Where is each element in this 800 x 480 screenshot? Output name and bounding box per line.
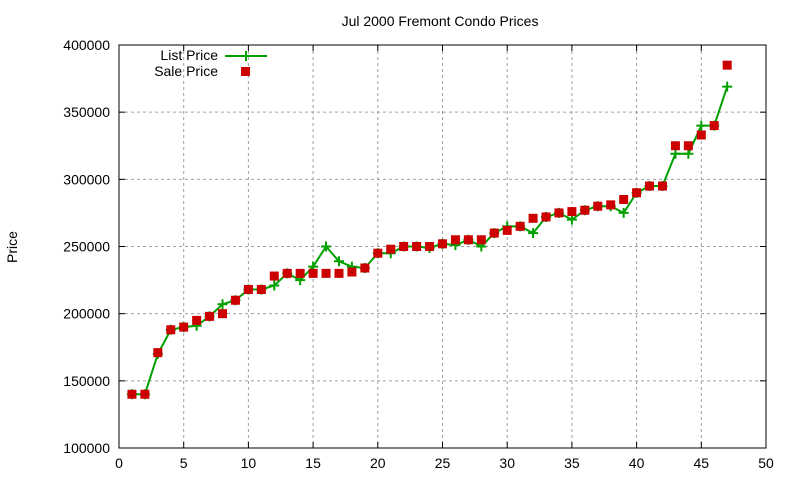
- y-tick-label: 300000: [63, 171, 110, 187]
- x-tick-label: 35: [564, 455, 580, 471]
- legend-label-list-price: List Price: [160, 47, 218, 63]
- x-tick-label: 45: [694, 455, 710, 471]
- plot-series: [126, 60, 733, 400]
- axes: 0 5 10 15 20 25 30 35 40 45 50 100000 150000 200000 25…: [63, 37, 774, 471]
- legend-square-marker-icon: [241, 67, 250, 76]
- x-tick-label: 0: [115, 455, 123, 471]
- series-list-price: [126, 81, 733, 400]
- y-tick-label: 400000: [63, 37, 110, 53]
- x-tick-label: 10: [241, 455, 257, 471]
- x-tick-label: 20: [370, 455, 386, 471]
- y-tick-label: 100000: [63, 440, 110, 456]
- chart-title: Jul 2000 Fremont Condo Prices: [342, 13, 539, 29]
- x-tick-label: 40: [629, 455, 645, 471]
- legend: List Price Sale Price: [154, 47, 267, 79]
- series-sale-price: [127, 60, 732, 399]
- grid-lines: [119, 45, 766, 448]
- y-tick-label: 250000: [63, 239, 110, 255]
- y-axis-label: Price: [4, 231, 20, 263]
- x-tick-label: 5: [180, 455, 188, 471]
- y-tick-label: 200000: [63, 306, 110, 322]
- x-tick-label: 25: [435, 455, 451, 471]
- legend-label-sale-price: Sale Price: [154, 63, 218, 79]
- legend-plus-marker-icon: [241, 51, 251, 61]
- y-tick-label: 150000: [63, 373, 110, 389]
- y-tick-label: 350000: [63, 104, 110, 120]
- x-tick-label: 50: [758, 455, 774, 471]
- x-tick-label: 15: [305, 455, 321, 471]
- x-tick-label: 30: [499, 455, 515, 471]
